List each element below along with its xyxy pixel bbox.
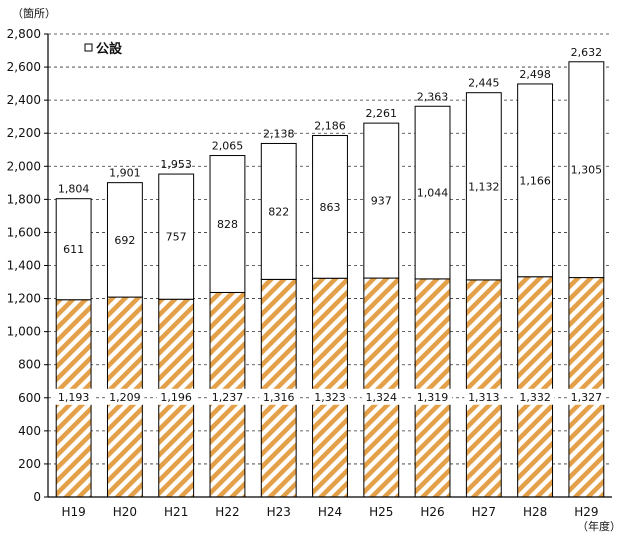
data-label-bg <box>156 388 196 405</box>
bar-segment-public <box>158 173 195 300</box>
data-label-public: 822 <box>268 205 289 218</box>
axes: 0 200 400 600 800 1,000 1,200 1,400 1,600 1,800 2,… <box>7 27 612 519</box>
data-label-total: 2,363 <box>417 90 449 103</box>
x-tick-label: H23 <box>267 505 291 519</box>
data-label-bg <box>413 388 453 405</box>
data-label-public: 1,132 <box>468 180 500 193</box>
data-label-bg <box>464 388 504 405</box>
data-label-bg <box>361 388 401 405</box>
data-label-lower: 1,327 <box>571 391 603 404</box>
x-tick-label: H29 <box>574 505 598 519</box>
bar-segment-lower <box>465 279 502 498</box>
x-tick-label: H24 <box>318 505 342 519</box>
data-label-public: 863 <box>320 201 341 214</box>
data-label-bg <box>105 388 145 405</box>
data-label-total: 2,138 <box>263 127 295 140</box>
data-label-lower: 1,324 <box>366 391 398 404</box>
bar-segment-public <box>363 122 400 279</box>
x-tick-label: H28 <box>523 505 547 519</box>
data-label-lower: 1,193 <box>58 391 90 404</box>
legend: 公設 <box>84 41 123 57</box>
y-tick-label: 600 <box>18 391 41 405</box>
data-label-bg <box>310 388 350 405</box>
legend-swatch-public <box>84 43 93 52</box>
data-label-lower: 1,323 <box>314 391 346 404</box>
y-tick-label: 0 <box>33 490 41 504</box>
data-label-lower: 1,196 <box>160 391 192 404</box>
y-tick-label: 1,200 <box>7 292 41 306</box>
bar-segment-lower <box>568 277 605 498</box>
bar-segment-public <box>209 155 246 293</box>
bar-segment-lower <box>517 276 554 498</box>
data-label-public: 828 <box>217 218 238 231</box>
x-tick-label: H26 <box>420 505 444 519</box>
y-tick-label: 2,000 <box>7 159 41 173</box>
data-label-total: 2,065 <box>212 140 244 153</box>
data-label-lower: 1,209 <box>109 391 141 404</box>
y-tick-label: 800 <box>18 358 41 372</box>
legend-label-public: 公設 <box>96 41 123 57</box>
data-label-public: 757 <box>166 231 187 244</box>
x-tick-label: H27 <box>472 505 496 519</box>
bar-segment-public <box>517 83 554 278</box>
y-tick-label: 2,800 <box>7 27 41 41</box>
data-label-total: 1,901 <box>109 167 141 180</box>
data-label-bg <box>54 388 94 405</box>
x-tick-label: H19 <box>61 505 85 519</box>
y-tick-label: 1,600 <box>7 225 41 239</box>
data-label-lower: 1,313 <box>468 391 500 404</box>
bar-segment-public <box>568 61 605 279</box>
data-label-lower: 1,316 <box>263 391 295 404</box>
y-tick-label: 400 <box>18 424 41 438</box>
bar-segment-lower <box>260 278 297 498</box>
bar-segment-lower <box>414 278 451 498</box>
data-label-total: 2,261 <box>366 107 398 120</box>
data-label-lower: 1,332 <box>519 391 551 404</box>
data-label-public: 692 <box>114 234 135 247</box>
data-label-public: 1,166 <box>519 174 551 187</box>
x-tick-label: H20 <box>113 505 137 519</box>
y-tick-label: 2,200 <box>7 126 41 140</box>
bar-segment-public <box>55 198 92 301</box>
data-label-total: 2,632 <box>571 46 603 59</box>
y-tick-label: 2,400 <box>7 93 41 107</box>
data-label-public: 1,044 <box>417 187 449 200</box>
x-axis-unit-label: （年度） <box>577 519 619 533</box>
data-label-public: 937 <box>371 195 392 208</box>
y-axis-unit-label: （箇所） <box>12 6 56 20</box>
y-tick-label: 2,600 <box>7 60 41 74</box>
bar-segment-lower <box>312 277 348 498</box>
bar-segment-public <box>106 182 143 298</box>
bars: 1,193 611 1,804 1,209 692 1,901 1,196 757 1,953 1… <box>54 46 606 498</box>
y-tick-label: 200 <box>18 457 41 471</box>
y-tick-label: 1,000 <box>7 325 41 339</box>
data-label-bg <box>515 388 555 405</box>
data-label-bg <box>259 388 299 405</box>
data-label-total: 2,445 <box>468 77 500 90</box>
y-tick-label: 1,800 <box>7 192 41 206</box>
x-tick-label: H25 <box>369 505 393 519</box>
y-tick-label: 1,400 <box>7 259 41 273</box>
bar-segment-public <box>312 135 348 279</box>
bar-segment-public <box>414 105 451 280</box>
x-tick-label: H21 <box>164 505 188 519</box>
bar-segment-lower <box>363 277 400 498</box>
data-label-lower: 1,237 <box>212 391 244 404</box>
data-label-total: 2,186 <box>314 120 346 133</box>
data-label-total: 1,804 <box>58 183 90 196</box>
x-tick-label: H22 <box>215 505 239 519</box>
data-label-public: 611 <box>63 243 84 256</box>
data-label-lower: 1,319 <box>417 391 449 404</box>
bar-segment-public <box>465 92 502 281</box>
data-label-public: 1,305 <box>571 164 603 177</box>
data-label-total: 1,953 <box>160 158 192 171</box>
data-label-bg <box>207 388 247 405</box>
bar-segment-public <box>260 142 297 280</box>
data-label-total: 2,498 <box>519 68 551 81</box>
data-label-bg <box>566 388 606 405</box>
